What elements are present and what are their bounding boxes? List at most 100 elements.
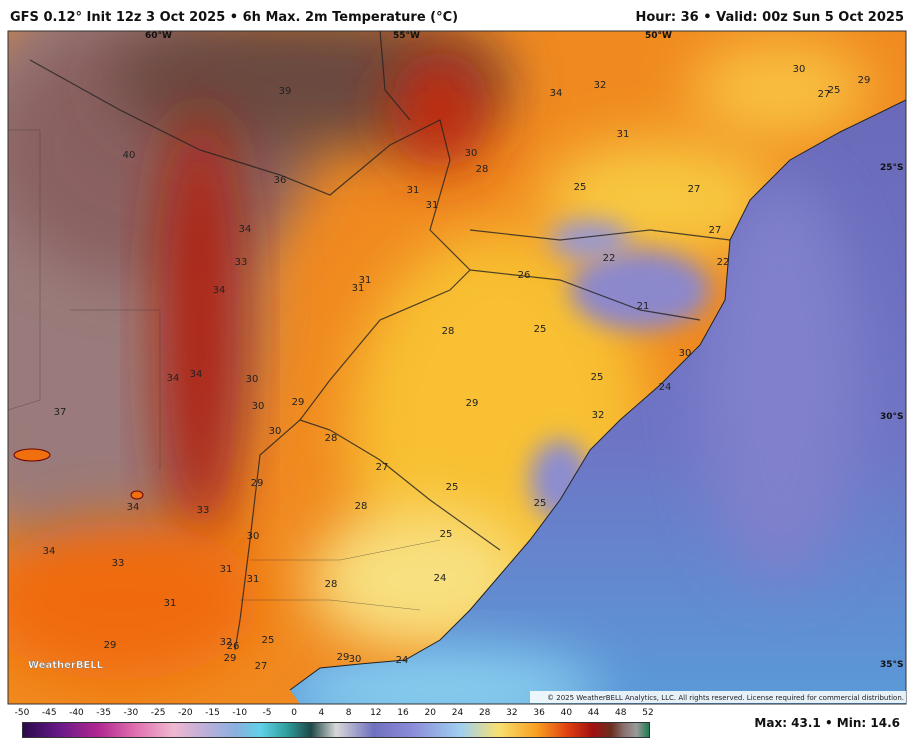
colorbar-tick-label: -40 bbox=[69, 708, 84, 718]
temp-label: 30 bbox=[793, 64, 806, 75]
temp-label: 29 bbox=[224, 653, 237, 664]
temp-label: 31 bbox=[220, 564, 233, 575]
colorbar-tick-label: -20 bbox=[177, 708, 193, 718]
temp-label: 24 bbox=[396, 655, 409, 666]
colorbar-tick-label: 20 bbox=[424, 708, 436, 718]
temp-label: 24 bbox=[659, 382, 672, 393]
colorbar-tick-label: 48 bbox=[615, 708, 627, 718]
temp-label: 30 bbox=[269, 426, 282, 437]
temp-label: 31 bbox=[617, 129, 630, 140]
logo: WeatherBELL bbox=[28, 660, 104, 671]
temp-label: 26 bbox=[227, 641, 240, 652]
temp-label: 29 bbox=[858, 75, 871, 86]
temp-label: 28 bbox=[325, 579, 338, 590]
colorbar-tick-label: -10 bbox=[232, 708, 248, 718]
temp-label: 29 bbox=[292, 397, 305, 408]
temp-label: 34 bbox=[167, 373, 180, 384]
temp-label: 27 bbox=[376, 462, 389, 473]
colorbar-tick-label: -50 bbox=[14, 708, 30, 718]
colorbar-tick-label: -30 bbox=[123, 708, 139, 718]
temp-label: 27 bbox=[709, 225, 722, 236]
temp-label: 34 bbox=[239, 224, 252, 235]
temp-label: 25 bbox=[828, 85, 841, 96]
lat-label: 35°S bbox=[880, 660, 904, 670]
title-right: Hour: 36 • Valid: 00z Sun 5 Oct 2025 bbox=[635, 10, 904, 25]
map-area bbox=[8, 31, 906, 704]
temp-label: 34 bbox=[127, 502, 140, 513]
colorbar-tick-label: -25 bbox=[150, 708, 166, 718]
lon-label: 50°W bbox=[645, 31, 672, 41]
temp-label: 29 bbox=[466, 398, 479, 409]
title-left: GFS 0.12° Init 12z 3 Oct 2025 • 6h Max. … bbox=[10, 10, 459, 25]
colorbar-tick-label: 28 bbox=[478, 708, 491, 718]
temp-label: 37 bbox=[54, 407, 67, 418]
copyright: © 2025 WeatherBELL Analytics, LLC. All r… bbox=[547, 694, 904, 702]
temp-label: 25 bbox=[440, 529, 453, 540]
temp-label: 31 bbox=[407, 185, 420, 196]
temp-label: 25 bbox=[534, 324, 547, 335]
temp-label: 21 bbox=[637, 301, 650, 312]
colorbar-tick-label: 8 bbox=[345, 708, 352, 718]
colorbar-tick-label: -35 bbox=[96, 708, 111, 718]
colorbar-tick-label: 44 bbox=[587, 708, 600, 718]
temp-label: 39 bbox=[279, 86, 292, 97]
temp-label: 30 bbox=[465, 148, 478, 159]
temp-label: 33 bbox=[112, 558, 125, 569]
lon-label: 55°W bbox=[393, 31, 420, 41]
temp-label: 27 bbox=[688, 184, 701, 195]
colorbar-tick-label: 36 bbox=[533, 708, 545, 718]
temp-label: 31 bbox=[352, 283, 365, 294]
temp-label: 33 bbox=[197, 505, 210, 516]
temp-label: 34 bbox=[550, 88, 563, 99]
temp-label: 22 bbox=[603, 253, 616, 264]
colorbar-tick-label: -15 bbox=[205, 708, 220, 718]
colorbar-tick-label: -45 bbox=[41, 708, 57, 718]
temp-label: 25 bbox=[534, 498, 547, 509]
colorbar-tick-label: 0 bbox=[291, 708, 298, 718]
temp-label: 28 bbox=[476, 164, 489, 175]
colorbar bbox=[22, 722, 650, 738]
lon-label: 60°W bbox=[145, 31, 172, 41]
colorbar-tick-label: 24 bbox=[451, 708, 464, 718]
colorbar-tick-label: -5 bbox=[262, 708, 272, 718]
temp-label: 30 bbox=[349, 654, 362, 665]
temp-label: 29 bbox=[337, 652, 350, 663]
map-frame bbox=[7, 30, 907, 705]
temp-label: 28 bbox=[325, 433, 338, 444]
temp-label: 34 bbox=[213, 285, 226, 296]
temp-label: 25 bbox=[591, 372, 604, 383]
temp-label: 24 bbox=[434, 573, 447, 584]
temp-label: 40 bbox=[123, 150, 136, 161]
colorbar-tick-label: 40 bbox=[560, 708, 573, 718]
temp-label: 22 bbox=[717, 257, 730, 268]
temp-label: 32 bbox=[220, 637, 233, 648]
temp-label: 30 bbox=[246, 374, 259, 385]
temp-label: 34 bbox=[190, 369, 203, 380]
temp-label: 31 bbox=[359, 275, 372, 286]
stats: Max: 43.1 • Min: 14.6 bbox=[754, 716, 900, 730]
colorbar-tick-label: 32 bbox=[506, 708, 518, 718]
temp-label: 30 bbox=[252, 401, 265, 412]
lat-label: 25°S bbox=[880, 163, 904, 173]
temp-label: 25 bbox=[446, 482, 459, 493]
temp-label: 31 bbox=[426, 200, 439, 211]
colorbar-tick-label: 12 bbox=[370, 708, 382, 718]
colorbar-tick-label: 52 bbox=[642, 708, 654, 718]
temp-label: 30 bbox=[679, 348, 692, 359]
temp-label: 27 bbox=[255, 661, 268, 672]
lat-label: 30°S bbox=[880, 412, 904, 422]
temp-label: 29 bbox=[104, 640, 117, 651]
temp-label: 32 bbox=[592, 410, 605, 421]
temp-label: 25 bbox=[574, 182, 587, 193]
temp-label: 32 bbox=[594, 80, 607, 91]
colorbar-tick-label: 4 bbox=[318, 708, 325, 718]
temp-label: 31 bbox=[164, 598, 177, 609]
temp-label: 28 bbox=[355, 501, 368, 512]
temp-label: 33 bbox=[235, 257, 248, 268]
colorbar-tick-label: 16 bbox=[397, 708, 409, 718]
temp-label: 25 bbox=[262, 635, 275, 646]
temp-label: 30 bbox=[247, 531, 260, 542]
temp-label: 26 bbox=[518, 270, 531, 281]
